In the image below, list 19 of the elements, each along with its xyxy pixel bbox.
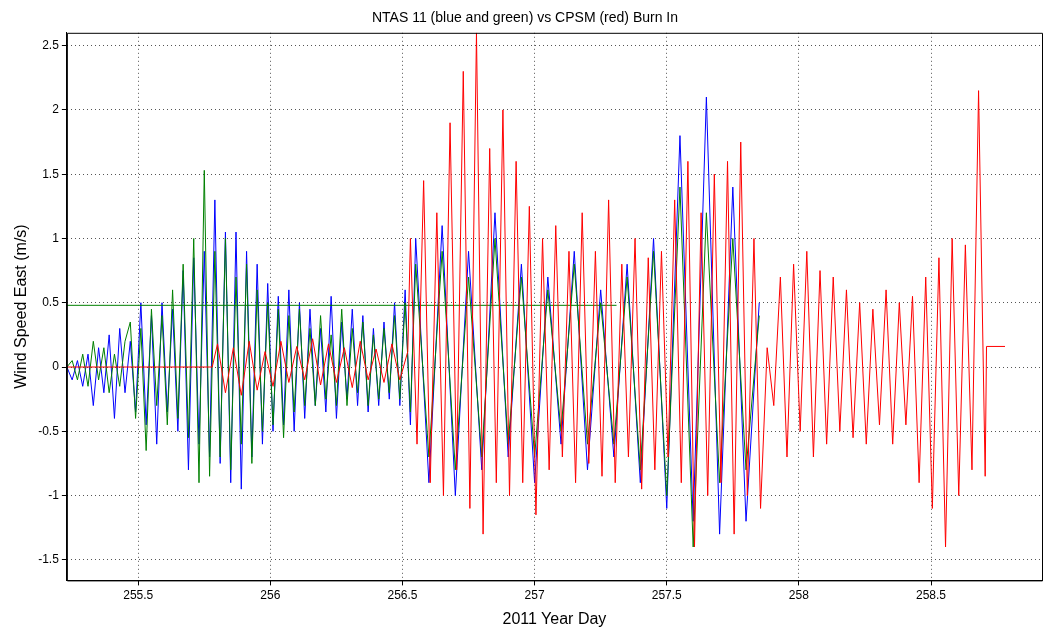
y-tick-label: 1.5 [42, 166, 60, 181]
y-axis-title: Wind Speed East (m/s) [12, 224, 30, 389]
chart-title: NTAS 11 (blue and green) vs CPSM (red) Burn In [371, 9, 679, 26]
x-tick-label: 258.5 [915, 587, 947, 602]
y-tick-label: 2.5 [42, 37, 60, 52]
y-tick-label: 2 [52, 102, 60, 117]
x-tick-label: 255.5 [123, 587, 154, 602]
x-tick-label: 258 [788, 587, 810, 602]
y-tick-label: 0 [52, 359, 60, 374]
x-tick-label: 257.5 [651, 587, 683, 602]
x-tick-label: 256.5 [387, 587, 418, 602]
x-axis-title: 2011 Year Day [502, 609, 607, 627]
y-tick-label: 0.5 [42, 295, 60, 310]
x-tick-label: 256 [260, 587, 281, 602]
y-tick-label: 1 [52, 230, 60, 245]
x-tick-label: 257 [524, 587, 545, 602]
y-tick-label: -1 [48, 487, 60, 502]
y-tick-label: -1.5 [38, 552, 60, 567]
y-tick-label: -0.5 [38, 423, 60, 438]
